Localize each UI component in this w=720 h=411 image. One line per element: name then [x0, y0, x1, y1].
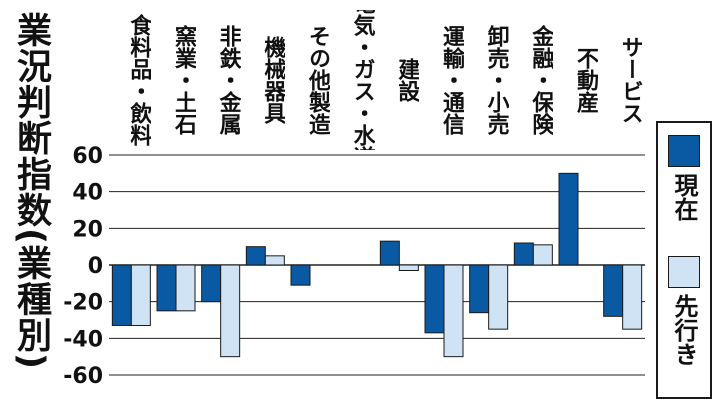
bar-current [469, 264, 490, 314]
bar-outlook [443, 264, 464, 358]
bar-outlook [532, 244, 553, 266]
bar-current [290, 264, 311, 286]
y-tick-label: -60 [63, 364, 103, 389]
y-tick-label: -20 [63, 291, 103, 316]
category-label: 窯業・土石 [171, 25, 196, 135]
legend-swatch-outlook [668, 256, 700, 288]
y-tick-label: 20 [72, 217, 103, 242]
bar-current [513, 242, 534, 266]
bar-outlook [220, 264, 241, 358]
bar-current [603, 264, 624, 317]
bar-current [111, 264, 132, 326]
category-label: 機械器具 [260, 36, 286, 124]
category-label: 金融・保険 [528, 25, 554, 135]
category-label: サービス [617, 36, 643, 124]
legend-label-current: 現在 [670, 173, 698, 221]
bar-current [379, 240, 400, 266]
y-tick-label: -40 [63, 327, 103, 352]
category-label: 卸売・小売 [483, 25, 509, 135]
category-label: 不動産 [573, 47, 598, 113]
y-tick-label: 0 [88, 254, 103, 279]
bar-outlook [488, 264, 509, 330]
bar-current [245, 246, 266, 266]
bar-current [201, 264, 222, 303]
category-label: その他製造 [305, 25, 330, 135]
gridlines [109, 154, 645, 376]
bars [111, 172, 643, 358]
bar-outlook [622, 264, 643, 330]
category-label: 食料品・飲料 [126, 14, 152, 146]
bar-current [558, 172, 579, 266]
bar-outlook [130, 264, 151, 326]
category-label: 運輸・通信 [439, 25, 464, 135]
legend-label-outlook: 先行き [670, 294, 698, 366]
y-tick-label: 60 [72, 144, 103, 169]
legend-item-outlook: 先行き [664, 256, 704, 366]
bar-outlook [175, 264, 196, 312]
y-tick-label: 40 [72, 181, 103, 206]
bar-current [156, 264, 177, 312]
category-label: 非鉄・金属 [215, 25, 241, 135]
y-axis: 60 40 20 0 -20 -40 -60 [63, 144, 103, 389]
legend-swatch-current [668, 135, 700, 167]
bar-outlook [264, 255, 285, 266]
chart-title: 業況判断指数(業種別) [11, 12, 51, 370]
category-label: 電気・ガス・水道 [349, 10, 375, 150]
legend: 現在 先行き [656, 121, 712, 399]
category-label: 建設 [394, 58, 420, 102]
bar-outlook [398, 264, 419, 271]
legend-item-current: 現在 [664, 135, 704, 221]
bar-current [424, 264, 445, 334]
